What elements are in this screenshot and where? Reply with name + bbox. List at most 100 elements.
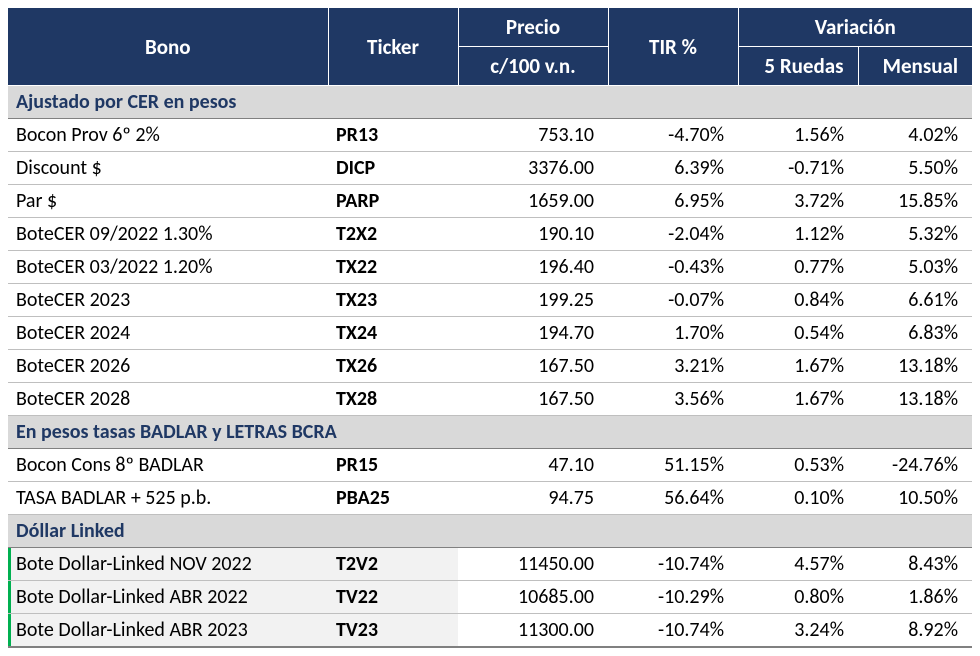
- table-row: BoteCER 2024TX24194.701.70%0.54%6.83%: [8, 317, 972, 350]
- cell-var5: 1.67%: [738, 350, 858, 383]
- table-row: BoteCER 2028TX28167.503.56%1.67%13.18%: [8, 383, 972, 416]
- cell-precio: 194.70: [458, 317, 608, 350]
- cell-precio: 94.75: [458, 482, 608, 515]
- cell-varM: 13.18%: [858, 383, 972, 416]
- cell-precio: 199.25: [458, 284, 608, 317]
- table-row: TASA BADLAR + 525 p.b.PBA2594.7556.64%0.…: [8, 482, 972, 515]
- section-title: Ajustado por CER en pesos: [8, 86, 972, 119]
- cell-var5: 0.53%: [738, 449, 858, 482]
- cell-bono: Discount $: [8, 152, 328, 185]
- cell-bono: BoteCER 2023: [8, 284, 328, 317]
- cell-precio: 11450.00: [458, 548, 608, 581]
- cell-tir: 6.39%: [608, 152, 738, 185]
- section-header: En pesos tasas BADLAR y LETRAS BCRA: [8, 416, 972, 449]
- cell-tir: 6.95%: [608, 185, 738, 218]
- header-ticker: Ticker: [328, 8, 458, 86]
- cell-varM: 15.85%: [858, 185, 972, 218]
- bonds-table: Bono Ticker Precio TIR % Variación c/100…: [8, 8, 972, 648]
- table-row: Bocon Cons 8º BADLARPR1547.1051.15%0.53%…: [8, 449, 972, 482]
- cell-ticker: TX28: [328, 383, 458, 416]
- cell-precio: 167.50: [458, 350, 608, 383]
- table-row: Bote Dollar-Linked ABR 2022TV2210685.00-…: [8, 581, 972, 614]
- cell-precio: 190.10: [458, 218, 608, 251]
- table-row: BoteCER 2023TX23199.25-0.07%0.84%6.61%: [8, 284, 972, 317]
- cell-precio: 167.50: [458, 383, 608, 416]
- cell-var5: 1.56%: [738, 119, 858, 152]
- header-precio-line2: c/100 v.n.: [458, 47, 608, 86]
- cell-bono: BoteCER 03/2022 1.20%: [8, 251, 328, 284]
- cell-varM: 10.50%: [858, 482, 972, 515]
- cell-varM: 6.61%: [858, 284, 972, 317]
- header-tir: TIR %: [608, 8, 738, 86]
- cell-ticker: DICP: [328, 152, 458, 185]
- cell-varM: 8.43%: [858, 548, 972, 581]
- cell-ticker: TX23: [328, 284, 458, 317]
- cell-bono: Bocon Prov 6º 2%: [8, 119, 328, 152]
- cell-varM: 6.83%: [858, 317, 972, 350]
- cell-ticker: TX24: [328, 317, 458, 350]
- cell-precio: 3376.00: [458, 152, 608, 185]
- table-row: Bote Dollar-Linked NOV 2022T2V211450.00-…: [8, 548, 972, 581]
- cell-tir: -10.74%: [608, 548, 738, 581]
- cell-varM: 4.02%: [858, 119, 972, 152]
- cell-bono: Bote Dollar-Linked ABR 2022: [8, 581, 328, 614]
- cell-bono: Bocon Cons 8º BADLAR: [8, 449, 328, 482]
- cell-tir: -0.07%: [608, 284, 738, 317]
- cell-tir: 3.56%: [608, 383, 738, 416]
- cell-bono: BoteCER 2024: [8, 317, 328, 350]
- cell-bono: BoteCER 2026: [8, 350, 328, 383]
- cell-ticker: PR15: [328, 449, 458, 482]
- cell-tir: -4.70%: [608, 119, 738, 152]
- cell-bono: BoteCER 2028: [8, 383, 328, 416]
- cell-tir: 3.21%: [608, 350, 738, 383]
- header-precio-line1: Precio: [458, 8, 608, 47]
- cell-ticker: TX26: [328, 350, 458, 383]
- cell-ticker: T2X2: [328, 218, 458, 251]
- header-var-5ruedas: 5 Ruedas: [738, 47, 858, 86]
- cell-ticker: PR13: [328, 119, 458, 152]
- cell-varM: 1.86%: [858, 581, 972, 614]
- header-bono: Bono: [8, 8, 328, 86]
- cell-varM: 13.18%: [858, 350, 972, 383]
- cell-tir: 56.64%: [608, 482, 738, 515]
- cell-precio: 10685.00: [458, 581, 608, 614]
- table-row: BoteCER 09/2022 1.30%T2X2190.10-2.04%1.1…: [8, 218, 972, 251]
- cell-ticker: TX22: [328, 251, 458, 284]
- cell-precio: 1659.00: [458, 185, 608, 218]
- cell-var5: 0.10%: [738, 482, 858, 515]
- cell-ticker: TV22: [328, 581, 458, 614]
- cell-bono: BoteCER 09/2022 1.30%: [8, 218, 328, 251]
- cell-bono: Par $: [8, 185, 328, 218]
- cell-bono: TASA BADLAR + 525 p.b.: [8, 482, 328, 515]
- cell-precio: 47.10: [458, 449, 608, 482]
- cell-var5: 0.80%: [738, 581, 858, 614]
- cell-ticker: T2V2: [328, 548, 458, 581]
- cell-tir: -0.43%: [608, 251, 738, 284]
- table-row: Discount $DICP3376.006.39%-0.71%5.50%: [8, 152, 972, 185]
- cell-bono: Bote Dollar-Linked NOV 2022: [8, 548, 328, 581]
- cell-ticker: PBA25: [328, 482, 458, 515]
- cell-precio: 753.10: [458, 119, 608, 152]
- cell-tir: -2.04%: [608, 218, 738, 251]
- cell-var5: 1.67%: [738, 383, 858, 416]
- cell-var5: 0.77%: [738, 251, 858, 284]
- table-row: BoteCER 2026TX26167.503.21%1.67%13.18%: [8, 350, 972, 383]
- section-title: En pesos tasas BADLAR y LETRAS BCRA: [8, 416, 972, 449]
- cell-varM: 5.32%: [858, 218, 972, 251]
- table-row: Bocon Prov 6º 2%PR13753.10-4.70%1.56%4.0…: [8, 119, 972, 152]
- cell-varM: -24.76%: [858, 449, 972, 482]
- cell-tir: 51.15%: [608, 449, 738, 482]
- cell-precio: 196.40: [458, 251, 608, 284]
- cell-tir: 1.70%: [608, 317, 738, 350]
- section-header: Ajustado por CER en pesos: [8, 86, 972, 119]
- cell-var5: -0.71%: [738, 152, 858, 185]
- table-row: Par $PARP1659.006.95%3.72%15.85%: [8, 185, 972, 218]
- cell-varM: 5.03%: [858, 251, 972, 284]
- table-row: BoteCER 03/2022 1.20%TX22196.40-0.43%0.7…: [8, 251, 972, 284]
- table-body: Ajustado por CER en pesosBocon Prov 6º 2…: [8, 86, 972, 648]
- section-title: Dóllar Linked: [8, 515, 972, 548]
- section-header: Dóllar Linked: [8, 515, 972, 548]
- cell-var5: 3.72%: [738, 185, 858, 218]
- cell-tir: -10.29%: [608, 581, 738, 614]
- cell-varM: 5.50%: [858, 152, 972, 185]
